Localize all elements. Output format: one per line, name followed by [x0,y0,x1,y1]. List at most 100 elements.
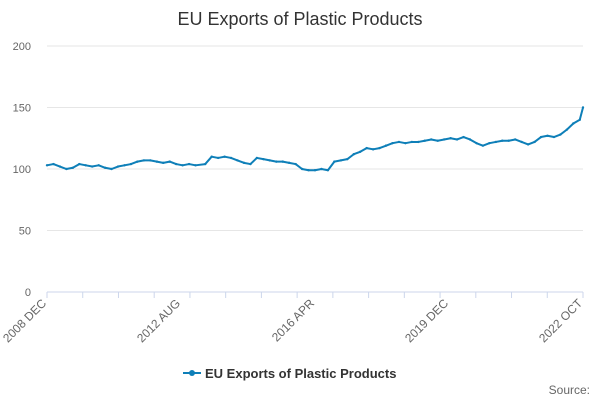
legend[interactable]: EU Exports of Plastic Products [183,366,396,381]
data-point[interactable] [475,141,478,145]
data-point[interactable] [275,160,278,163]
legend-dot-marker [189,370,195,376]
data-point[interactable] [155,160,158,163]
data-point[interactable] [45,164,49,167]
source-label: Source: [549,383,590,397]
y-tick-label: 0 [25,287,31,299]
data-point[interactable] [488,141,491,145]
data-point[interactable] [462,135,465,139]
data-point[interactable] [52,162,55,166]
x-tick-label: 2019 DEC [402,296,451,345]
data-point[interactable] [449,137,452,140]
data-point[interactable] [110,167,113,171]
data-point[interactable] [365,146,368,150]
data-point[interactable] [442,138,446,141]
chart-title: EU Exports of Plastic Products [177,9,422,29]
data-point[interactable] [455,138,459,141]
data-point[interactable] [204,162,207,166]
data-point[interactable] [65,167,68,171]
data-point[interactable] [187,162,191,166]
data-point[interactable] [91,165,94,168]
data-point[interactable] [123,164,126,167]
data-point[interactable] [149,159,152,162]
data-point[interactable] [210,155,213,158]
data-point[interactable] [378,146,381,150]
data-point[interactable] [339,159,343,162]
data-point[interactable] [320,167,323,171]
data-point[interactable] [565,128,569,131]
data-point[interactable] [223,155,226,158]
data-point[interactable] [281,160,284,163]
data-point[interactable] [468,138,472,141]
data-point[interactable] [326,169,330,172]
data-point[interactable] [229,156,233,160]
data-point[interactable] [142,159,146,162]
data-point[interactable] [352,153,355,156]
data-point[interactable] [255,156,259,160]
data-point[interactable] [507,139,510,142]
data-point[interactable] [97,164,100,167]
y-tick-label: 50 [19,226,31,238]
x-axis: 2008 DEC 2012 AUG 2016 APR 2019 DEC 2022 OCT [0,291,586,345]
data-point[interactable] [581,106,585,109]
data-point[interactable] [236,159,239,162]
data-point[interactable] [71,166,75,169]
data-point[interactable] [410,140,414,144]
data-point[interactable] [359,150,362,153]
data-point[interactable] [346,157,349,161]
data-point[interactable] [262,157,265,161]
data-point[interactable] [129,162,133,166]
x-tick-label: 2008 DEC [0,296,49,345]
data-point[interactable] [501,139,504,142]
data-point[interactable] [384,144,388,147]
gridlines [47,45,583,231]
data-point[interactable] [404,141,407,145]
data-point[interactable] [168,160,171,163]
data-point[interactable] [578,118,581,122]
data-point[interactable] [513,138,517,141]
data-point[interactable] [313,169,317,172]
data-point[interactable] [552,135,556,139]
data-point[interactable] [181,164,184,167]
series-line[interactable] [46,107,584,172]
data-point[interactable] [533,140,536,144]
data-point[interactable] [436,139,439,142]
data-point[interactable] [162,161,165,165]
data-point[interactable] [300,167,304,171]
data-point[interactable] [242,161,246,165]
data-point[interactable] [194,164,197,167]
data-point[interactable] [333,160,336,163]
data-point[interactable] [307,169,310,172]
data-point[interactable] [391,141,394,145]
data-point[interactable] [287,161,291,165]
data-point[interactable] [116,165,120,168]
data-point[interactable] [397,140,401,144]
data-point[interactable] [58,165,62,168]
data-point[interactable] [494,140,498,144]
data-point[interactable] [539,135,543,139]
data-point[interactable] [136,160,139,163]
data-point[interactable] [249,162,252,166]
data-point[interactable] [84,164,87,167]
data-point[interactable] [417,140,420,144]
data-point[interactable] [559,133,562,136]
data-point[interactable] [572,122,575,125]
data-point[interactable] [526,143,530,146]
data-point[interactable] [103,166,107,169]
data-point[interactable] [294,162,297,166]
data-point[interactable] [546,134,549,137]
data-point[interactable] [216,156,220,160]
data-point[interactable] [78,162,81,166]
data-point[interactable] [481,144,485,147]
data-point[interactable] [423,139,426,142]
data-point[interactable] [520,140,523,144]
data-point[interactable] [371,148,375,151]
data-point[interactable] [430,138,433,141]
data-point[interactable] [268,159,271,162]
y-tick-label: 150 [13,103,31,115]
data-point[interactable] [174,162,178,166]
x-tick-label: 2016 APR [269,296,317,344]
x-tick-label: 2012 AUG [134,296,183,345]
y-axis: 0 50 100 150 200 [13,41,31,299]
